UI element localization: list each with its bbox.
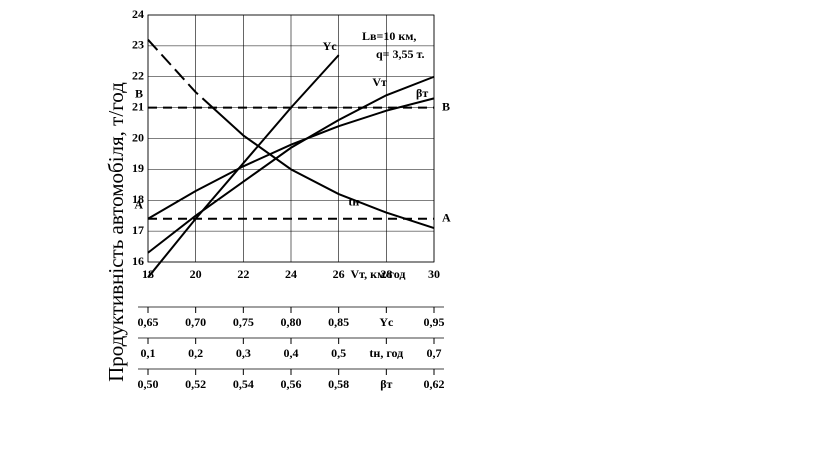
series-label: Yс	[323, 39, 338, 53]
plot-frame	[147, 14, 435, 263]
x-tick-label: 22	[237, 267, 249, 281]
scale-tick-label: 0,56	[281, 377, 302, 391]
scale-tick-label: 0,5	[331, 346, 346, 360]
x-tick-label: 30	[428, 267, 440, 281]
scale-tick-label: 0,3	[236, 346, 251, 360]
scale-tick-label: 0,7	[427, 346, 442, 360]
line-series	[147, 97, 435, 220]
scale-tick-label: 0,50	[138, 377, 159, 391]
scale-tick-label: 0,75	[233, 315, 254, 329]
scale-tick-label: 0,52	[185, 377, 206, 391]
y-tick-label: 18	[132, 192, 144, 206]
scale-name: Yс	[379, 315, 394, 329]
scale-tick-label: 0,4	[284, 346, 299, 360]
y-tick-label: 21	[132, 99, 144, 113]
y-tick-label: 20	[132, 130, 144, 144]
series-label: tн	[348, 194, 359, 208]
y-tick-label: 23	[132, 38, 144, 52]
x-tick-label: 28	[380, 267, 392, 281]
scale-tick-label: 0,54	[233, 377, 254, 391]
y-axis-label: Продуктивність автомобіля, т/год	[104, 82, 128, 382]
reference-label: A	[442, 211, 451, 225]
scale-tick-label: 0,80	[281, 315, 302, 329]
scale-name: tн, год	[369, 346, 403, 360]
scale-tick-label: 0,70	[185, 315, 206, 329]
y-tick-label: 24	[132, 7, 144, 21]
scale-tick-label: 0,95	[424, 315, 445, 329]
reference-label: B	[135, 86, 143, 100]
reference-label: A	[134, 198, 143, 212]
x-tick-label: 18	[142, 267, 154, 281]
scale-tick-label: 0,2	[188, 346, 203, 360]
line-series	[147, 54, 340, 279]
x-tick-label: 20	[190, 267, 202, 281]
x-axis-label: Vт, км/год	[351, 267, 406, 281]
x-tick-label: 26	[333, 267, 345, 281]
scale-tick-label: 0,1	[141, 346, 156, 360]
annotation: q= 3,55 т.	[376, 47, 425, 61]
series-label: βт	[416, 86, 428, 100]
y-tick-label: 17	[132, 223, 144, 237]
scale-name: βт	[380, 377, 392, 391]
scale-tick-label: 0,58	[328, 377, 349, 391]
line-series	[147, 75, 435, 254]
scale-tick-label: 0,85	[328, 315, 349, 329]
x-tick-label: 24	[285, 267, 297, 281]
annotation: Lв=10 км,	[362, 29, 416, 43]
y-tick-label: 19	[132, 161, 144, 175]
reference-label: B	[442, 99, 450, 113]
scale-tick-label: 0,65	[138, 315, 159, 329]
y-tick-label: 16	[132, 254, 144, 268]
series-label: Vт	[372, 75, 387, 89]
scale-tick-label: 0,62	[424, 377, 445, 391]
line-series	[147, 39, 435, 229]
y-tick-label: 22	[132, 69, 144, 83]
